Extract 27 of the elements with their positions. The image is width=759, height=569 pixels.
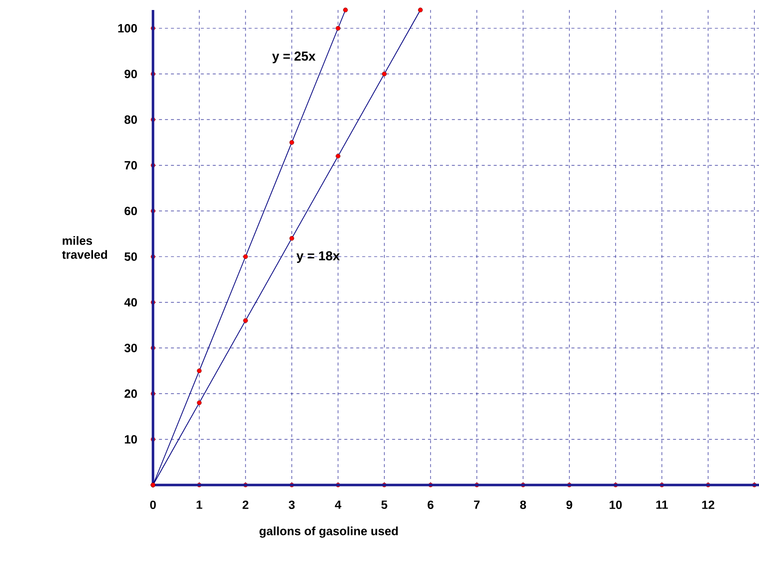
x-tick-label: 9 [566,500,572,510]
y-tick-label: 100 [118,24,137,32]
y-tick-label: 80 [124,115,137,124]
y-tick-label: 40 [124,298,137,307]
x-axis-title: gallons of gasoline used [260,526,398,538]
x-tick-label: 4 [334,500,342,509]
x-tick-label: 7 [474,500,480,509]
y-tick-label: 70 [124,161,137,170]
x-tick-label: 11 [656,500,668,509]
x-tick-label: 12 [702,500,714,509]
x-tick-label: 6 [428,500,434,510]
x-tick-label: 3 [288,500,295,510]
x-tick-label: 10 [610,500,622,510]
y-axis-title: miles traveled [62,236,108,259]
y-tick-label: 50 [124,252,137,261]
y-tick-label: 90 [124,70,137,78]
y-tick-label: 20 [124,389,137,398]
y-tick-label: 60 [124,206,137,216]
series-label: y = 18x [296,251,340,263]
x-tick-label: 8 [520,500,526,510]
x-tick-label: 5 [381,500,388,509]
y-tick-label: 10 [124,435,137,444]
x-tick-label: 0 [150,500,156,510]
y-tick-label: 30 [124,344,137,352]
x-tick-label: 2 [242,500,248,509]
series-label: y = 25x [272,52,316,64]
x-tick-label: 1 [196,500,202,509]
